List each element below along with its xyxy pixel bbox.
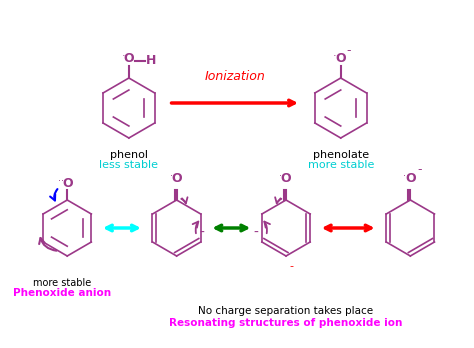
Text: Resonating structures of phenoxide ion: Resonating structures of phenoxide ion — [169, 318, 403, 328]
Text: ...: ... — [58, 173, 67, 183]
Text: ..: .. — [403, 168, 410, 178]
Text: Ionization: Ionization — [204, 70, 265, 83]
Text: Phenoxide anion: Phenoxide anion — [13, 288, 111, 298]
Text: more stable: more stable — [33, 278, 91, 288]
Text: ..: .. — [170, 168, 176, 178]
Text: more stable: more stable — [308, 160, 374, 170]
Text: -: - — [289, 261, 293, 271]
Text: O: O — [62, 177, 73, 190]
Text: phenol: phenol — [110, 150, 148, 160]
Text: No charge separation takes place: No charge separation takes place — [199, 306, 374, 316]
Text: ..: .. — [121, 48, 128, 58]
Text: O: O — [405, 172, 416, 185]
Text: less stable: less stable — [100, 160, 158, 170]
Text: H: H — [146, 55, 156, 68]
Text: -: - — [346, 44, 351, 57]
Text: O: O — [281, 172, 292, 185]
Text: -: - — [253, 226, 258, 240]
Text: ..: .. — [333, 48, 340, 58]
Text: O: O — [124, 52, 134, 65]
Text: ..: .. — [279, 168, 285, 178]
Text: O: O — [336, 52, 346, 65]
Text: -: - — [417, 163, 422, 176]
Text: phenolate: phenolate — [313, 150, 369, 160]
Text: O: O — [171, 172, 182, 185]
Text: -: - — [200, 226, 204, 240]
